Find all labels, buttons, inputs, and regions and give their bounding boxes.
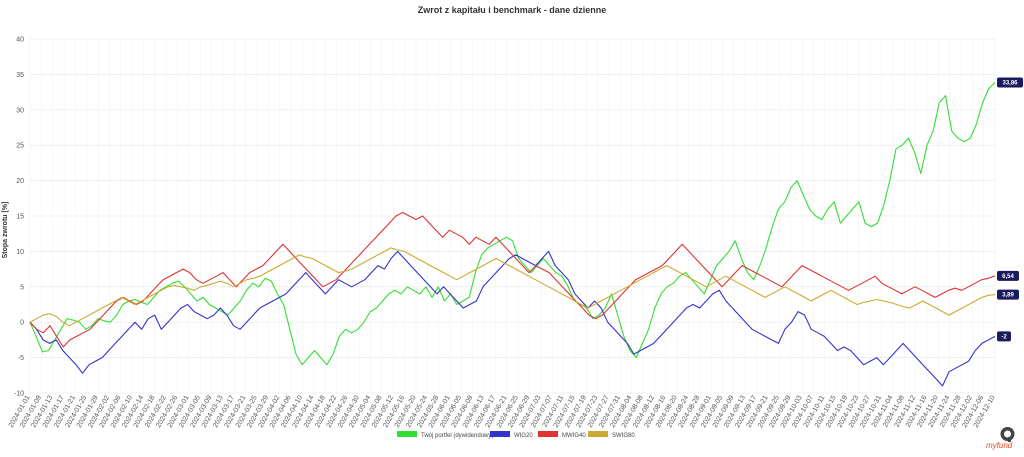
y-tick-label: 10: [16, 249, 24, 256]
chart-title: Zwrot z kapitału i benchmark - dane dzie…: [418, 5, 607, 15]
series-lines: [29, 82, 996, 387]
y-tick-label: 15: [16, 214, 24, 221]
legend-swatch[interactable]: [397, 431, 417, 437]
y-axis-ticks: -10 -5 0 5 10 15 20 25 30 35 40: [14, 37, 24, 398]
y-tick-label: 35: [16, 72, 24, 79]
logo-icon: [999, 426, 1016, 443]
y-tick-label: 25: [16, 143, 24, 150]
series-line: [29, 250, 996, 387]
end-label-box: [997, 331, 1011, 342]
legend-swatch[interactable]: [490, 431, 510, 437]
end-label: 6,54: [1002, 274, 1014, 280]
series-line: [29, 82, 996, 366]
end-labels: 33,86 -2 6,54 3,89: [997, 77, 1023, 342]
end-label: 33,86: [1002, 80, 1018, 86]
end-label: 3,89: [1002, 293, 1014, 299]
series-line: [29, 211, 996, 348]
y-axis-label: Stopa zwrotu [%]: [2, 202, 9, 259]
end-label-box: [997, 270, 1019, 281]
y-tick-label: -10: [14, 391, 24, 398]
end-label-box: [997, 289, 1019, 300]
legend-label[interactable]: Twój portfel (dywidendowy): [421, 433, 493, 439]
y-tick-label: -5: [18, 355, 24, 362]
legend-swatch[interactable]: [588, 431, 608, 437]
y-tick-label: 20: [16, 178, 24, 185]
y-tick-label: 40: [16, 37, 24, 44]
logo-text: myfund: [986, 441, 1013, 450]
y-tick-label: 30: [16, 107, 24, 114]
legend-label[interactable]: SWIG80: [612, 433, 635, 439]
end-label-box: [997, 77, 1023, 88]
grid: [29, 38, 996, 394]
y-tick-label: 5: [20, 284, 24, 291]
x-axis-ticks: 2024-01-012024-01-092024-01-132024-01-17…: [8, 394, 997, 429]
y-tick-label: 0: [20, 320, 24, 327]
legend: Twój portfel (dywidendowy) WIG20 MWIG40 SWI…: [397, 431, 635, 439]
legend-swatch[interactable]: [538, 431, 558, 437]
legend-label[interactable]: WIG20: [514, 433, 533, 439]
legend-label[interactable]: MWIG40: [562, 433, 586, 439]
end-label: -2: [1001, 334, 1007, 340]
series-line: [29, 247, 996, 327]
